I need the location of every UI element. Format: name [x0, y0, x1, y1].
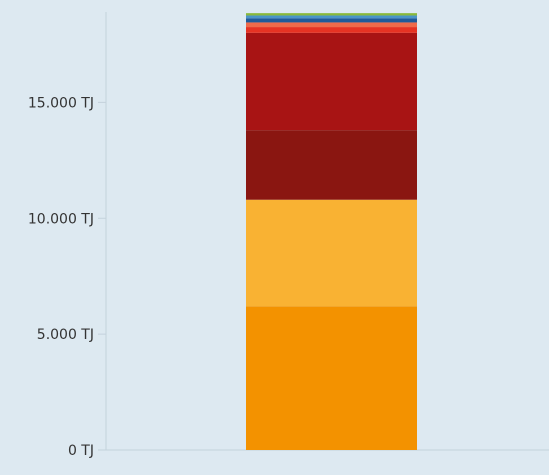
y-tick-label: 15.000 TJ [28, 95, 94, 111]
y-tick-label: 0 TJ [68, 443, 94, 459]
y-tick-label: 10.000 TJ [28, 211, 94, 227]
bar-segment-7[interactable] [246, 18, 417, 23]
bar-stack [246, 13, 417, 450]
y-tick-label: 5.000 TJ [37, 327, 94, 343]
bar-segment-6[interactable] [246, 22, 417, 28]
bar-segment-9[interactable] [246, 13, 417, 16]
y-axis: 0 TJ 5.000 TJ 10.000 TJ 15.000 TJ [28, 12, 549, 459]
bar-segment-4[interactable] [246, 32, 417, 131]
bar-segment-5[interactable] [246, 27, 417, 33]
bar-segment-8[interactable] [246, 15, 417, 19]
bar-segment-2[interactable] [246, 199, 417, 307]
bar-segment-1[interactable] [246, 306, 417, 450]
bar-segment-3[interactable] [246, 130, 417, 200]
